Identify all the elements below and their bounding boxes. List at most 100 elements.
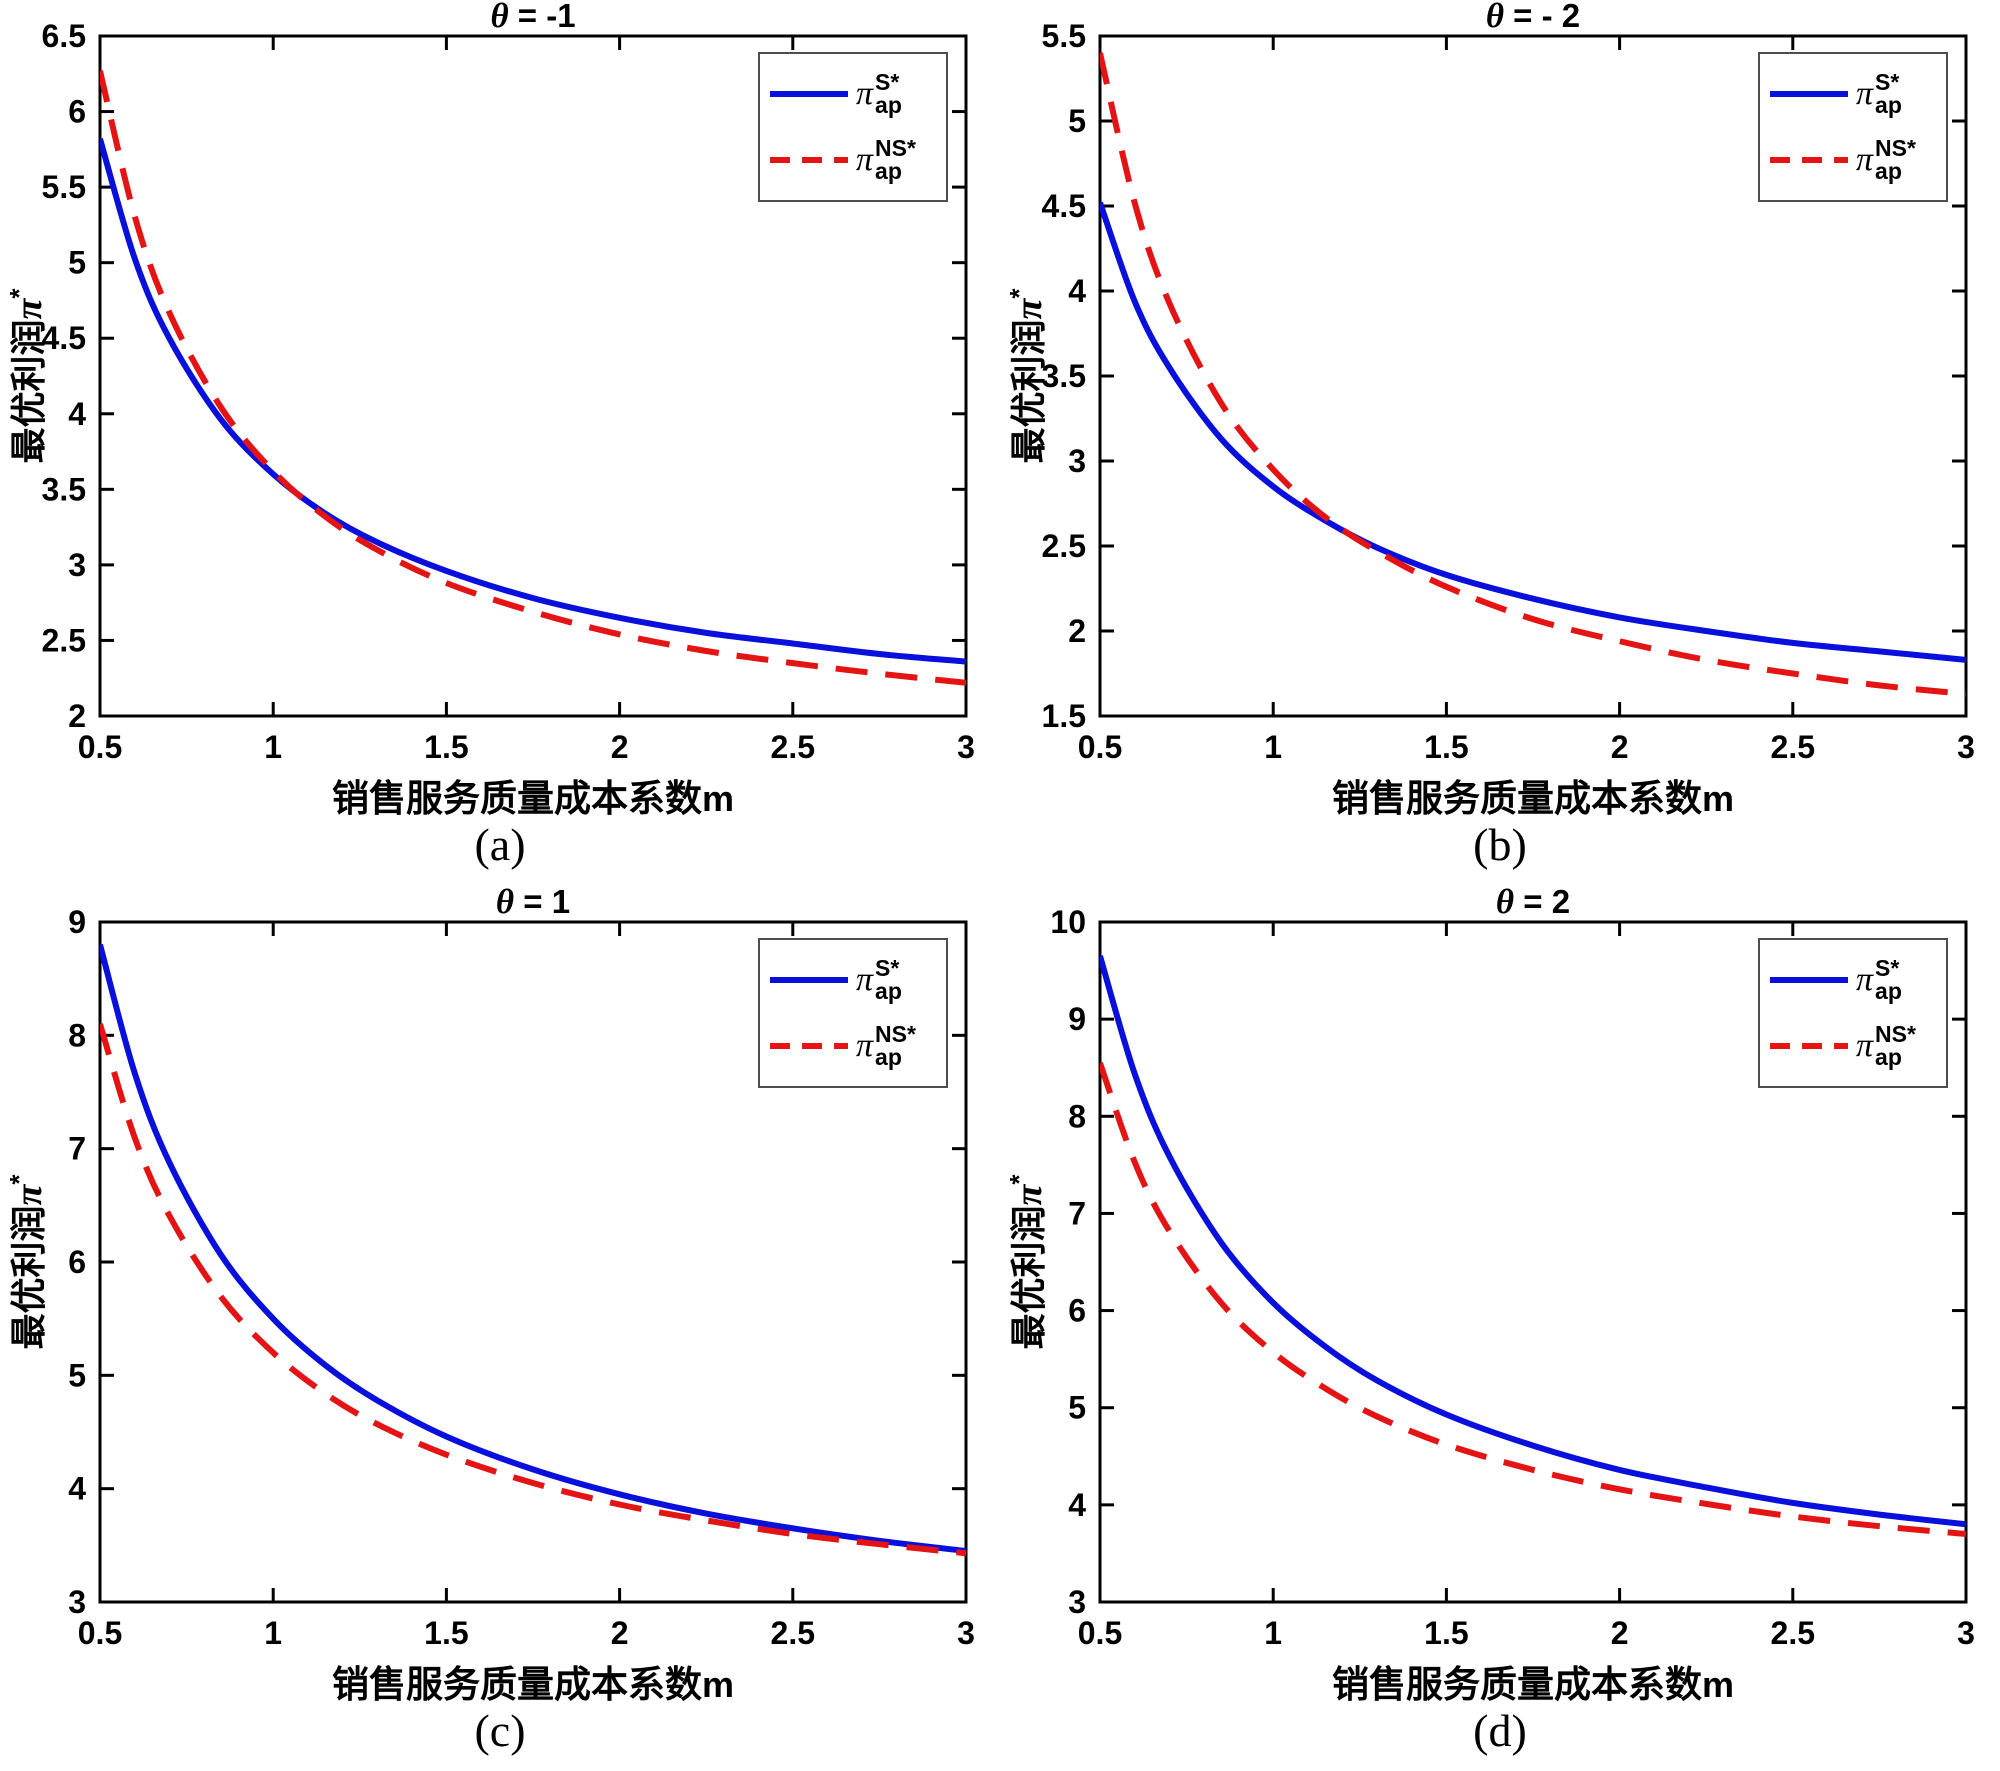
panel-title: θ = 2: [1495, 882, 1571, 921]
x-tick-label: 1.5: [424, 729, 468, 765]
plot-area-c: 0.5 1 1.5 2 2.5 3 3 4 5 6 7 8 9: [68, 904, 975, 1651]
panel-caption: (d): [1473, 1705, 1527, 1756]
legend-line-dashed-icon: [770, 1043, 848, 1049]
series-curve-ns: [1100, 1061, 1966, 1537]
legend-item-s: π S* ap: [1770, 62, 1940, 126]
y-tick-label: 4.5: [42, 320, 86, 356]
y-tick-label: 5: [68, 245, 86, 281]
y-tick-label: 3: [68, 1584, 86, 1620]
y-tick-label: 4: [68, 1471, 86, 1507]
y-tick-label: 5.5: [1042, 18, 1086, 54]
panel-title: θ = 1: [495, 882, 571, 921]
x-tick-label: 1: [1264, 729, 1282, 765]
y-tick-label: 4: [1068, 1487, 1086, 1523]
x-tick-label: 1: [1264, 1615, 1282, 1651]
plot-area-d: 0.5 1 1.5 2 2.5 3 3 4 5 6 7 8 9 10: [1050, 904, 1975, 1651]
panel-caption: (b): [1473, 819, 1527, 870]
y-tick-label: 2: [68, 698, 86, 734]
legend-item-ns: π NS* ap: [770, 1014, 940, 1078]
x-tick-label: 1: [264, 729, 282, 765]
y-tick-label: 8: [68, 1017, 86, 1053]
y-tick-label: 7: [68, 1131, 86, 1167]
y-tick-label: 3: [68, 547, 86, 583]
x-tick-label: 2: [611, 729, 629, 765]
y-tick-label: 6.5: [42, 18, 86, 54]
theta-symbol: θ: [1495, 882, 1515, 921]
y-tick-label: 2: [1068, 613, 1086, 649]
x-axis-label: 销售服务质量成本系数m: [1331, 778, 1734, 819]
series-curve-s: [100, 943, 966, 1554]
pi-symbol: π: [8, 298, 50, 320]
x-tick-label: 2.5: [771, 1615, 815, 1651]
x-tick-label: 3: [1957, 729, 1975, 765]
series-curve-s: [1100, 201, 1966, 663]
y-tick-label: 10: [1050, 904, 1086, 940]
x-tick-label: 2.5: [771, 729, 815, 765]
legend: π S* ap π NS* ap: [758, 938, 948, 1088]
x-tick-label: 1.5: [1424, 729, 1468, 765]
y-tick-label: 5: [1068, 103, 1086, 139]
x-axis-label: 销售服务质量成本系数m: [1331, 1664, 1734, 1705]
y-tick-label: 5: [68, 1357, 86, 1393]
legend-line-dashed-icon: [1770, 1043, 1848, 1049]
legend: π S* ap π NS* ap: [1758, 938, 1948, 1088]
y-tick-label: 6: [1068, 1293, 1086, 1329]
y-axis-label: 最优利润π*: [4, 1174, 50, 1350]
y-tick-label: 6: [68, 94, 86, 130]
y-tick-label: 3: [1068, 443, 1086, 479]
y-axis-label: 最优利润π*: [4, 288, 50, 464]
y-tick-label: 6: [68, 1244, 86, 1280]
x-tick-label: 2: [611, 1615, 629, 1651]
x-tick-label: 3: [1957, 1615, 1975, 1651]
legend-line-solid-icon: [770, 977, 848, 983]
axes-box: [98, 34, 968, 718]
x-tick-label: 3: [957, 1615, 975, 1651]
legend-item-ns: π NS* ap: [1770, 1014, 1940, 1078]
panel-a: 0.5 1 1.5 2 2.5 3 2 2.5 3 3.5 4 4.5 5 5.5 6 6.5 θ = -1 …: [0, 0, 1000, 885]
x-axis-label: 销售服务质量成本系数m: [331, 1664, 734, 1705]
x-tick-label: 3: [957, 729, 975, 765]
axes-box: [1098, 920, 1968, 1604]
pi-symbol: π: [1008, 1184, 1050, 1206]
legend-item-s: π S* ap: [770, 62, 940, 126]
legend-line-dashed-icon: [770, 157, 848, 163]
series-curve-ns: [1100, 52, 1966, 697]
y-tick-label: 4: [1068, 273, 1086, 309]
legend-line-solid-icon: [1770, 977, 1848, 983]
legend-line-solid-icon: [770, 91, 848, 97]
y-tick-label: 7: [1068, 1195, 1086, 1231]
x-tick-label: 0.5: [78, 729, 122, 765]
y-tick-label: 3.5: [42, 471, 86, 507]
y-tick-label: 4.5: [1042, 188, 1086, 224]
x-tick-label: 0.5: [1078, 729, 1122, 765]
legend: π S* ap π NS* ap: [1758, 52, 1948, 202]
series-curve-ns: [100, 70, 966, 686]
y-tick-label: 2.5: [42, 622, 86, 658]
plot-area-a: 0.5 1 1.5 2 2.5 3 2 2.5 3 3.5 4 4.5 5 5.5 6 6.5: [42, 18, 975, 765]
theta-symbol: θ: [1485, 0, 1505, 35]
panel-d: 0.5 1 1.5 2 2.5 3 3 4 5 6 7 8 9 10 θ = 2 最优利润π* 销售服务质…: [1000, 882, 2000, 1771]
y-tick-label: 5.5: [42, 169, 86, 205]
x-tick-label: 2: [1611, 729, 1629, 765]
pi-symbol: π: [1008, 298, 1050, 320]
legend-item-ns: π NS* ap: [1770, 128, 1940, 192]
x-tick-label: 0.5: [1078, 1615, 1122, 1651]
x-tick-label: 0.5: [78, 1615, 122, 1651]
theta-symbol: θ: [495, 882, 515, 921]
y-tick-label: 5: [1068, 1390, 1086, 1426]
panel-title: θ = -1: [100, 0, 966, 36]
legend-line-dashed-icon: [1770, 157, 1848, 163]
legend-item-s: π S* ap: [770, 948, 940, 1012]
x-axis-label: 销售服务质量成本系数m: [331, 778, 734, 819]
x-tick-label: 1: [264, 1615, 282, 1651]
legend-line-solid-icon: [1770, 91, 1848, 97]
y-tick-label: 2.5: [1042, 528, 1086, 564]
y-tick-label: 3: [1068, 1584, 1086, 1620]
plot-area-b: 0.5 1 1.5 2 2.5 3 1.5 2 2.5 3 3.5 4 4.5 5 5.5: [1042, 18, 1975, 765]
y-tick-label: 1.5: [1042, 698, 1086, 734]
y-tick-label: 9: [1068, 1001, 1086, 1037]
panel-caption: (a): [474, 819, 526, 870]
legend: π S* ap π NS* ap: [758, 52, 948, 202]
series-curve-ns: [100, 1023, 966, 1557]
legend-item-s: π S* ap: [1770, 948, 1940, 1012]
